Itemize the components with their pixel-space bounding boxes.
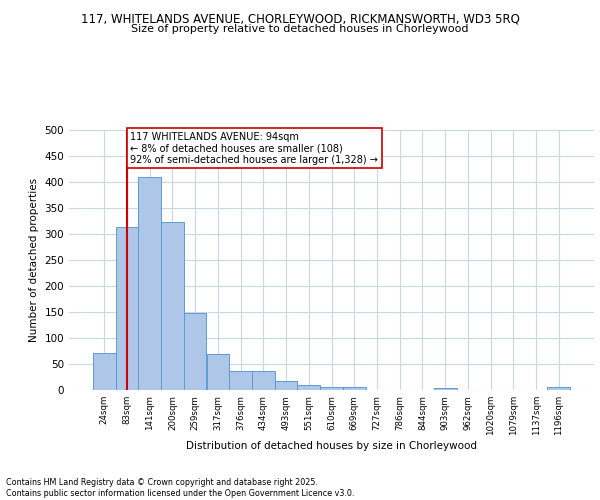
Text: 117, WHITELANDS AVENUE, CHORLEYWOOD, RICKMANSWORTH, WD3 5RQ: 117, WHITELANDS AVENUE, CHORLEYWOOD, RIC… [80,12,520,26]
Bar [343,387,365,390]
Text: Size of property relative to detached houses in Chorleywood: Size of property relative to detached ho… [131,24,469,34]
Bar [116,226,139,390]
Bar [320,388,343,390]
Bar [139,177,161,390]
Bar [93,352,116,390]
Bar [434,388,457,390]
Bar [547,388,570,390]
Bar [252,372,275,390]
Y-axis label: Number of detached properties: Number of detached properties [29,178,39,342]
Bar [184,313,206,390]
Text: 117 WHITELANDS AVENUE: 94sqm
← 8% of detached houses are smaller (108)
92% of se: 117 WHITELANDS AVENUE: 94sqm ← 8% of det… [130,132,378,165]
Text: Contains HM Land Registry data © Crown copyright and database right 2025.
Contai: Contains HM Land Registry data © Crown c… [6,478,355,498]
Bar [275,380,298,390]
Bar [161,222,184,390]
X-axis label: Distribution of detached houses by size in Chorleywood: Distribution of detached houses by size … [186,441,477,451]
Bar [206,354,229,390]
Bar [229,371,252,390]
Bar [298,385,320,390]
